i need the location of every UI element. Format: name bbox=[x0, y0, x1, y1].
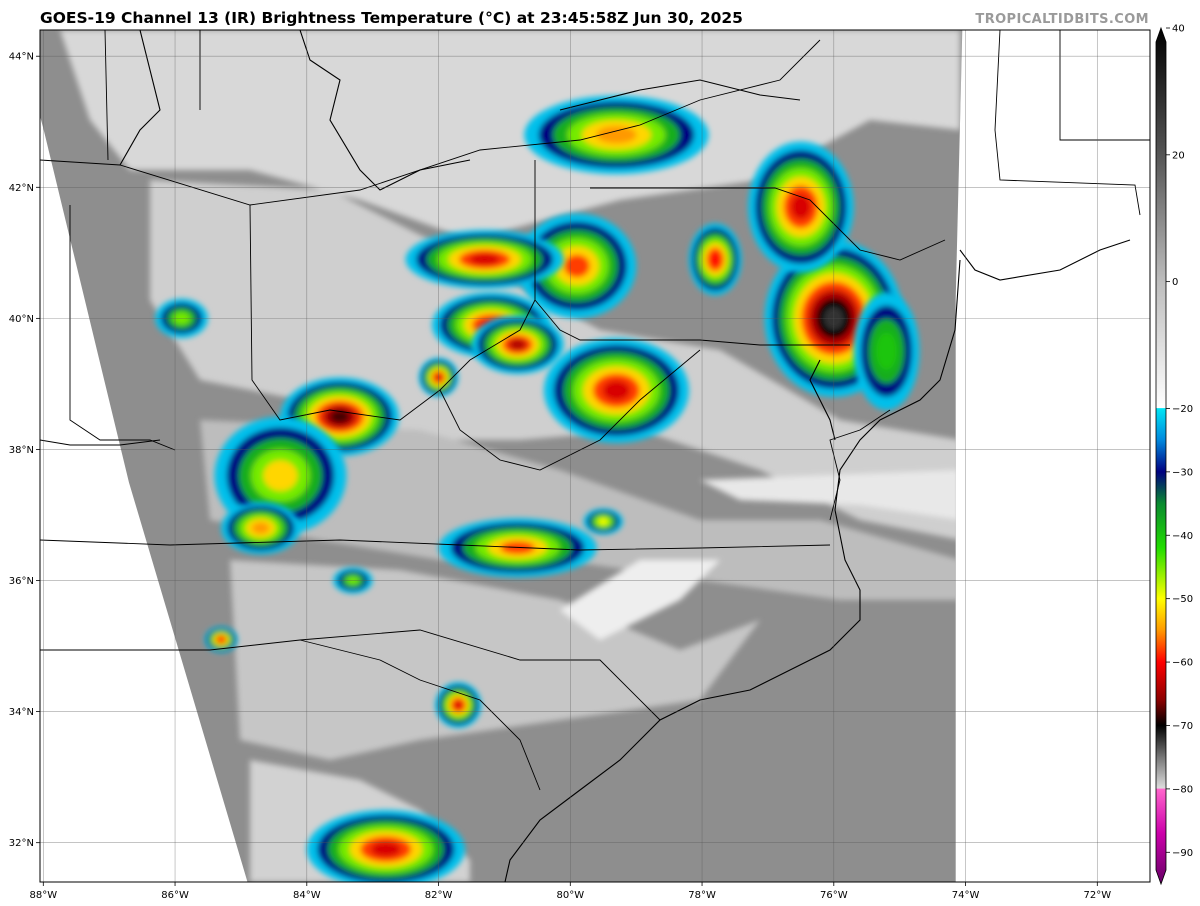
convective-cell bbox=[221, 501, 301, 555]
lat-tick-label: 44°N bbox=[9, 52, 34, 63]
cell-ring bbox=[329, 410, 350, 424]
convective-cell bbox=[688, 223, 742, 296]
cell-ring bbox=[563, 254, 590, 278]
convective-cell bbox=[583, 508, 624, 535]
colorbar-tick-label: 40 bbox=[1172, 24, 1185, 35]
cell-ring bbox=[370, 841, 401, 857]
longitude-tick-labels: 88°W 86°W 84°W 82°W 80°W 78°W 76°W 74°W 72°W bbox=[29, 882, 1111, 901]
lat-tick-label: 32°N bbox=[9, 838, 34, 849]
lon-tick-label: 74°W bbox=[952, 890, 980, 901]
cell-ring bbox=[263, 460, 298, 491]
cell-ring bbox=[875, 332, 897, 370]
convective-cell bbox=[543, 338, 689, 443]
colorbar-tick-label: −90 bbox=[1172, 848, 1193, 859]
cell-ring bbox=[453, 700, 463, 710]
colorbar-tick-label: −50 bbox=[1172, 594, 1193, 605]
lat-tick-label: 40°N bbox=[9, 314, 34, 325]
convective-cell bbox=[524, 95, 709, 175]
satellite-swath bbox=[40, 30, 963, 882]
cell-ring bbox=[598, 518, 609, 525]
colorbar: 40 20 0 −20 −30 −40 −50 −60 −70 −80 −90 bbox=[1155, 24, 1193, 886]
convective-cell bbox=[748, 141, 854, 273]
map-area bbox=[40, 30, 1150, 882]
cell-ring bbox=[790, 194, 811, 220]
cell-ring bbox=[602, 380, 631, 401]
lat-tick-label: 34°N bbox=[9, 707, 34, 718]
cell-ring bbox=[469, 253, 500, 265]
lon-tick-label: 86°W bbox=[161, 890, 189, 901]
cell-ring bbox=[252, 522, 270, 534]
cell-ring bbox=[596, 126, 637, 144]
colorbar-tick-label: −70 bbox=[1172, 721, 1193, 732]
map-title: GOES-19 Channel 13 (IR) Brightness Tempe… bbox=[40, 9, 743, 27]
lat-lon-grid bbox=[40, 30, 1150, 882]
lon-tick-label: 72°W bbox=[1083, 890, 1111, 901]
convective-cell bbox=[204, 626, 238, 653]
latitude-tick-labels: 44°N 42°N 40°N 38°N 36°N 34°N 32°N bbox=[9, 52, 40, 849]
colorbar-tick-label: 20 bbox=[1172, 150, 1185, 161]
colorbar-scale bbox=[1155, 26, 1167, 886]
convective-cell bbox=[853, 292, 920, 411]
cell-ring bbox=[508, 338, 527, 351]
cell-ring bbox=[710, 252, 721, 267]
lat-tick-label: 36°N bbox=[9, 576, 34, 587]
convective-cell bbox=[405, 229, 564, 289]
political-boundaries bbox=[40, 30, 1150, 791]
convective-cells bbox=[155, 95, 920, 882]
colorbar-ticks: 40 20 0 −20 −30 −40 −50 −60 −70 −80 −90 bbox=[1166, 24, 1193, 859]
colorbar-tick-label: −20 bbox=[1172, 404, 1193, 415]
map-frame bbox=[39, 29, 1151, 883]
convective-cell bbox=[471, 315, 564, 375]
colorbar-tick-label: 0 bbox=[1172, 277, 1178, 288]
lon-tick-label: 84°W bbox=[293, 890, 321, 901]
lat-tick-label: 38°N bbox=[9, 445, 34, 456]
lon-tick-label: 80°W bbox=[556, 890, 584, 901]
convective-cell bbox=[435, 682, 482, 728]
colorbar-tick-label: −80 bbox=[1172, 784, 1193, 795]
lon-tick-label: 76°W bbox=[820, 890, 848, 901]
colorbar-tick-label: −30 bbox=[1172, 467, 1193, 478]
coastlines bbox=[40, 30, 1131, 882]
cell-ring bbox=[218, 637, 225, 643]
lon-tick-label: 82°W bbox=[425, 890, 453, 901]
lat-tick-label: 42°N bbox=[9, 183, 34, 194]
colorbar-tick-label: −40 bbox=[1172, 531, 1193, 542]
convective-cell bbox=[306, 809, 465, 882]
source-credit: TROPICALTIDBITS.COM bbox=[975, 12, 1149, 27]
colorbar-tick-label: −60 bbox=[1172, 658, 1193, 669]
lon-tick-label: 88°W bbox=[29, 890, 57, 901]
lon-tick-label: 78°W bbox=[688, 890, 716, 901]
